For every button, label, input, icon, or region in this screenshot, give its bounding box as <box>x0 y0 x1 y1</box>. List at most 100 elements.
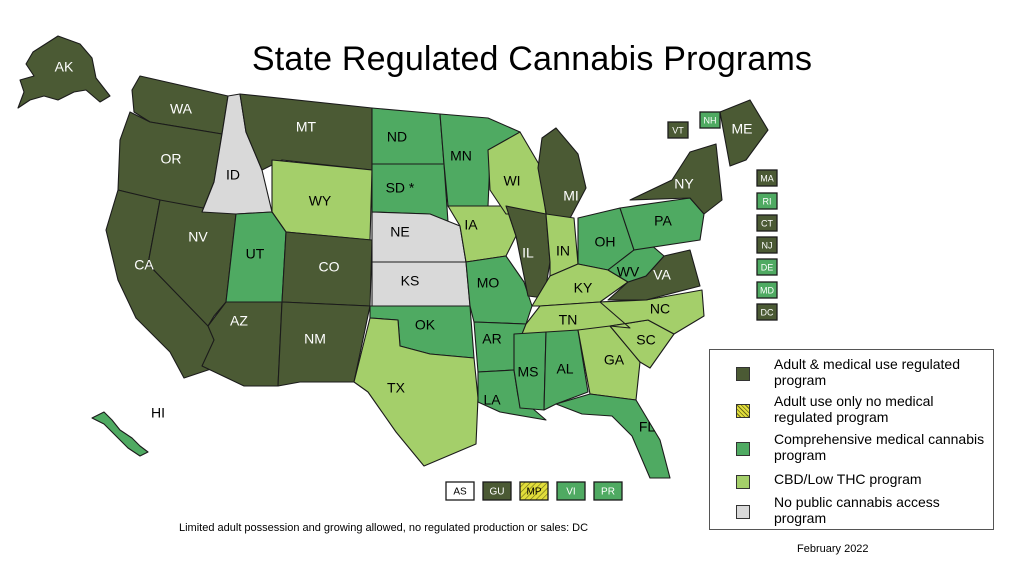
box-swatch-ct <box>756 214 778 232</box>
state-label-ky: KY <box>574 280 593 296</box>
state-label-ms: MS <box>518 364 539 380</box>
box-swatch-vi <box>556 481 586 501</box>
box-pr: PR <box>593 481 623 501</box>
state-label-ks: KS <box>401 273 420 289</box>
state-label-mn: MN <box>450 148 472 164</box>
box-label-as: AS <box>453 487 467 498</box>
state-mi <box>537 127 587 225</box>
box-vt: VT <box>667 121 689 139</box>
state-label-il: IL <box>522 245 534 261</box>
state-label-nv: NV <box>188 229 208 245</box>
state-label-sc: SC <box>636 332 655 348</box>
state-label-ny: NY <box>674 176 694 192</box>
state-label-ak: AK <box>55 59 74 75</box>
box-label-nj: NJ <box>762 240 773 250</box>
box-swatch-mp <box>519 481 549 501</box>
box-swatch-pr <box>593 481 623 501</box>
footnote: Limited adult possession and growing all… <box>179 522 589 534</box>
state-label-oh: OH <box>595 234 616 250</box>
state-label-ga: GA <box>604 352 625 368</box>
box-swatch-vt <box>667 121 689 139</box>
state-label-ok: OK <box>415 317 436 333</box>
state-label-id: ID <box>226 167 240 183</box>
box-nh: NH <box>699 111 721 129</box>
date-label: February 2022 <box>797 543 869 555</box>
state-label-in: IN <box>556 243 570 259</box>
state-ne <box>371 211 467 263</box>
state-label-hi: HI <box>151 405 165 421</box>
state-label-al: AL <box>556 361 573 377</box>
box-label-ma: MA <box>760 173 774 183</box>
state-mo <box>465 255 533 325</box>
box-nj: NJ <box>756 236 778 254</box>
state-label-nc: NC <box>650 301 670 317</box>
box-swatch-nj <box>756 236 778 254</box>
box-swatch-de <box>756 258 778 276</box>
state-mn <box>439 113 521 207</box>
state-label-pa: PA <box>654 213 672 229</box>
state-ak <box>17 35 111 109</box>
legend-swatch-medical <box>736 442 750 456</box>
state-label-nd: ND <box>387 129 407 145</box>
state-label-wa: WA <box>170 101 193 117</box>
box-label-nh: NH <box>704 115 717 125</box>
box-label-vi: VI <box>566 487 575 498</box>
state-label-ar: AR <box>482 331 501 347</box>
legend-label-medical: Comprehensive medical cannabis program <box>774 431 985 463</box>
box-swatch-md <box>756 281 778 299</box>
state-ks <box>371 261 471 307</box>
legend-swatch-adult <box>736 367 750 381</box>
state-fl <box>555 393 671 479</box>
state-ny <box>629 143 723 215</box>
box-de: DE <box>756 258 778 276</box>
state-label-wi: WI <box>503 173 520 189</box>
box-label-pr: PR <box>601 487 615 498</box>
state-pa <box>619 197 705 251</box>
state-label-fl: FL <box>639 419 656 435</box>
box-vi: VI <box>556 481 586 501</box>
box-ma: MA <box>756 169 778 187</box>
state-label-tn: TN <box>559 312 578 328</box>
state-label-tx: TX <box>387 380 406 396</box>
state-label-ut: UT <box>246 246 265 262</box>
box-label-de: DE <box>761 262 774 272</box>
legend-swatch-none <box>736 505 750 519</box>
box-label-ct: CT <box>761 218 773 228</box>
legend-swatch-adultonly <box>736 404 750 418</box>
state-me <box>719 99 769 167</box>
state-label-va: VA <box>653 267 671 283</box>
box-swatch-gu <box>482 481 512 501</box>
state-ms <box>513 331 547 411</box>
legend: Adult & medical use regulated program Adu… <box>709 349 994 530</box>
map-title: State Regulated Cannabis Programs <box>251 40 813 78</box>
box-label-dc: DC <box>761 307 774 317</box>
state-ga <box>577 325 641 401</box>
box-as: AS <box>445 481 475 501</box>
box-label-vt: VT <box>672 125 684 135</box>
box-mp: MP <box>519 481 549 501</box>
legend-label-cbd: CBD/Low THC program <box>774 471 922 487</box>
state-hi <box>91 411 149 457</box>
state-label-nm: NM <box>304 331 326 347</box>
box-label-md: MD <box>760 285 774 295</box>
state-nm <box>277 301 371 387</box>
legend-label-adultonly: Adult use only no medical regulated prog… <box>774 393 934 425</box>
box-label-ri: RI <box>763 196 772 206</box>
box-gu: GU <box>482 481 512 501</box>
box-swatch-ri <box>756 192 778 210</box>
state-label-ia: IA <box>464 217 478 233</box>
state-label-wy: WY <box>309 193 332 209</box>
state-tx <box>353 317 479 467</box>
legend-label-none: No public cannabis access program <box>774 494 940 526</box>
state-label-mi: MI <box>563 188 579 204</box>
state-label-az: AZ <box>230 313 248 329</box>
box-label-gu: GU <box>490 487 505 498</box>
state-al <box>543 329 589 411</box>
state-label-me: ME <box>732 121 753 137</box>
box-ct: CT <box>756 214 778 232</box>
box-md: MD <box>756 281 778 299</box>
legend-label-adult: Adult & medical use regulated program <box>774 356 960 388</box>
state-label-wv: WV <box>617 264 640 280</box>
box-swatch-dc <box>756 303 778 321</box>
